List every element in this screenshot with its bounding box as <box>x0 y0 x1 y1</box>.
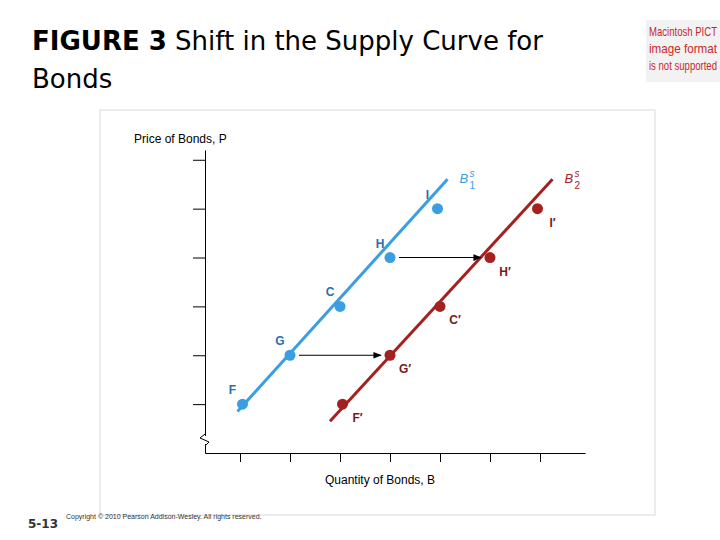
point-label: G <box>275 334 284 348</box>
curve-point <box>337 399 348 410</box>
x-tick-mark <box>440 453 441 462</box>
y-axis-line <box>205 151 206 454</box>
x-tick-mark <box>540 453 541 462</box>
y-tick <box>193 355 205 356</box>
spacer <box>167 26 175 56</box>
point-label: H′ <box>499 265 511 279</box>
x-tick <box>340 453 341 462</box>
x-tick <box>390 453 391 462</box>
supply-curve <box>330 179 553 421</box>
curve-name-sup: s <box>575 168 580 179</box>
y-tick-mark <box>193 306 205 307</box>
x-tick-mark <box>240 453 241 462</box>
y-tick-mark <box>193 404 205 405</box>
figure-label: FIGURE 3 <box>32 26 167 56</box>
y-tick <box>193 209 205 210</box>
placeholder-text: image format <box>649 41 717 56</box>
point-label: F′ <box>352 411 362 425</box>
curve-point <box>435 301 446 312</box>
curve-point <box>335 301 346 312</box>
slide-number: 5-13 <box>28 517 58 531</box>
curve-point <box>285 350 296 361</box>
shift-arrow <box>399 257 481 258</box>
x-axis <box>206 453 586 462</box>
x-tick <box>490 453 491 462</box>
point-label: G′ <box>399 362 411 376</box>
placeholder-text: Macintosh PICT <box>649 24 717 39</box>
figure-frame <box>100 110 655 515</box>
x-tick-mark <box>390 453 391 462</box>
curve-name: B <box>460 171 469 186</box>
placeholder-box <box>646 20 720 82</box>
curve-name: B <box>565 171 574 186</box>
slide-title: FIGURE 3 Shift in the Supply Curve for B… <box>32 22 612 98</box>
copyright: Copyright © 2010 Pearson Addison-Wesley.… <box>66 513 262 521</box>
y-tick <box>193 404 205 405</box>
shift-arrow <box>299 355 381 356</box>
x-tick <box>440 453 441 462</box>
y-tick-mark <box>193 258 205 259</box>
labels: FGCHIBs1F′G′C′H′I′Bs2 <box>229 168 581 425</box>
point-label: H <box>376 237 385 251</box>
x-tick <box>290 453 291 462</box>
x-tick-mark <box>490 453 491 462</box>
curve-name-sup: s <box>470 168 475 179</box>
x-axis-title: Quantity of Bonds, B <box>325 473 435 487</box>
point-label: I <box>426 188 429 202</box>
y-tick-mark <box>193 209 205 210</box>
chart-container: Macintosh PICT image format is not support… <box>0 0 720 540</box>
curve-name-sub: 2 <box>575 180 581 191</box>
chart-svg: Macintosh PICT image format is not support… <box>0 0 720 540</box>
curve-point <box>532 203 543 214</box>
y-tick <box>193 160 205 161</box>
y-tick-mark <box>193 160 205 161</box>
point-label: C <box>326 285 335 299</box>
curve-point <box>432 203 443 214</box>
marks <box>237 179 553 421</box>
point-label: F <box>229 383 236 397</box>
curve-point <box>237 399 248 410</box>
axis-break <box>200 434 209 446</box>
y-axis-title: Price of Bonds, P <box>134 132 227 146</box>
x-tick <box>540 453 541 462</box>
curve-point <box>485 252 496 263</box>
x-axis-line <box>206 453 586 454</box>
y-tick <box>193 306 205 307</box>
curve-point <box>385 350 396 361</box>
curve-name-sub: 1 <box>470 180 476 191</box>
placeholder-text: is not supported <box>649 58 717 73</box>
point-label: C′ <box>449 313 461 327</box>
x-tick-mark <box>340 453 341 462</box>
supply-curve <box>238 179 448 411</box>
point-label: I′ <box>549 216 555 230</box>
y-axis <box>193 151 206 454</box>
x-tick-mark <box>290 453 291 462</box>
y-tick <box>193 258 205 259</box>
y-tick-mark <box>193 355 205 356</box>
curve-point <box>385 252 396 263</box>
x-tick <box>240 453 241 462</box>
plot-area: FGCHIBs1F′G′C′H′I′Bs2 <box>193 151 586 463</box>
